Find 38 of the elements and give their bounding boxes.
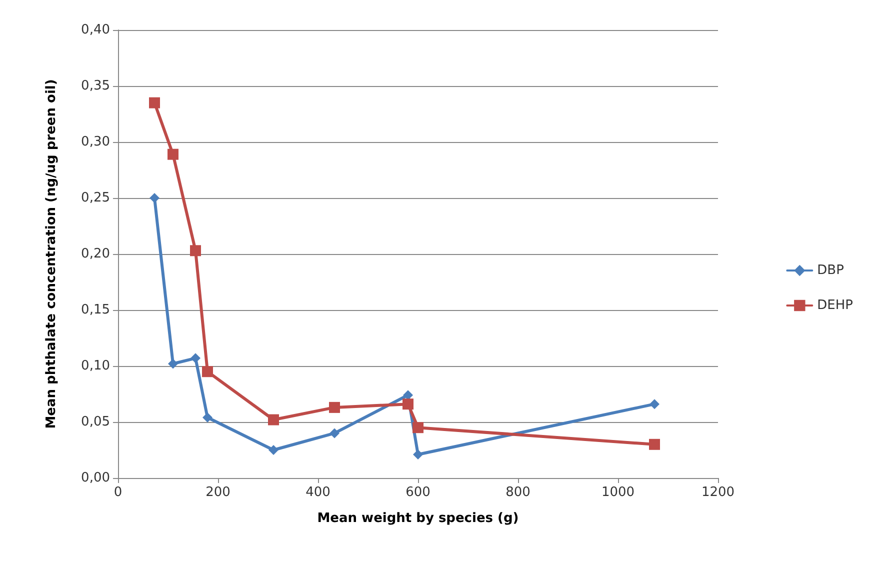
y-tick-label: 0,15 [81, 302, 110, 318]
x-tick-label: 1000 [601, 485, 635, 500]
y-tick-label: 0,35 [81, 78, 110, 94]
legend-label: DBP [817, 263, 844, 278]
point [150, 193, 160, 203]
y-tick-label: 0,05 [81, 414, 110, 430]
x-tick-label: 600 [406, 485, 430, 500]
point [650, 399, 660, 410]
y-tick-label: 0,40 [81, 22, 110, 38]
point [268, 445, 278, 455]
point [330, 428, 340, 438]
point [412, 422, 424, 434]
x-tick-label: 800 [506, 485, 530, 500]
point [329, 402, 340, 413]
x-tick-label: 1200 [701, 485, 735, 500]
legend-label: DEHP [817, 298, 854, 313]
point [202, 366, 213, 378]
point [190, 245, 201, 256]
point [190, 353, 200, 364]
point [268, 414, 279, 426]
x-tick-label: 200 [206, 485, 230, 500]
y-tick-label: 0,10 [81, 358, 110, 374]
y-tick-label: 0,30 [81, 134, 110, 150]
point [402, 398, 414, 410]
y-tick-label: 0,25 [81, 190, 110, 206]
point [403, 390, 413, 400]
point [149, 97, 160, 108]
point [168, 148, 178, 160]
y-axis-title: Mean phthalate concentration (ng/ug preen oil) [44, 79, 59, 429]
point [413, 449, 423, 460]
x-tick-label: 0 [114, 485, 122, 500]
x-axis-title: Mean weight by species (g) [317, 511, 519, 526]
y-tick-label: 0,20 [81, 246, 110, 262]
y-tick-label: 0,00 [81, 470, 110, 486]
point [649, 438, 660, 450]
point [168, 358, 178, 369]
point [202, 412, 212, 423]
x-tick-label: 400 [306, 485, 330, 500]
